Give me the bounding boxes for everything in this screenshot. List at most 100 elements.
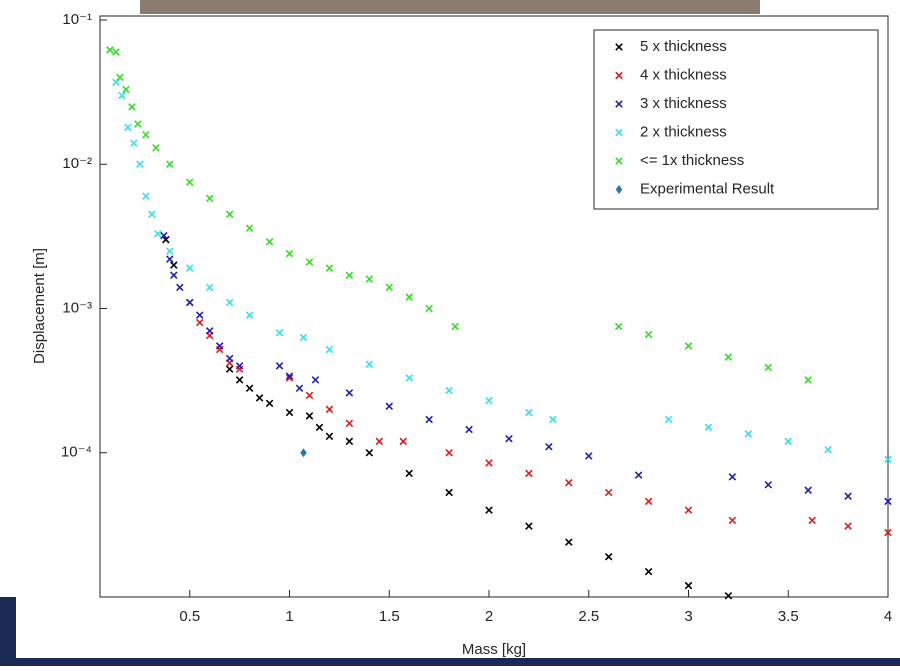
point — [545, 443, 553, 451]
point — [644, 567, 653, 576]
legend-label: 5 x thickness — [640, 38, 727, 55]
point — [465, 425, 473, 434]
corner-block — [0, 597, 16, 659]
point — [744, 430, 753, 438]
legend-marker — [615, 128, 623, 137]
point — [166, 160, 174, 169]
point — [166, 247, 174, 255]
point — [345, 419, 354, 428]
point — [884, 528, 892, 537]
point — [684, 342, 693, 350]
legend-marker — [615, 157, 623, 165]
point — [505, 435, 513, 443]
point — [345, 437, 354, 446]
point — [345, 389, 354, 397]
point — [225, 365, 234, 373]
point — [451, 322, 459, 331]
point — [385, 402, 394, 411]
point — [305, 412, 314, 420]
x-tick-label: 4 — [884, 608, 892, 625]
point — [644, 497, 653, 506]
point — [604, 553, 613, 561]
point — [485, 459, 493, 467]
point — [160, 231, 168, 240]
point — [684, 506, 693, 514]
x-tick-label: 1 — [285, 608, 293, 625]
point — [365, 275, 374, 283]
point — [684, 581, 693, 590]
point — [235, 362, 244, 370]
point — [118, 91, 126, 100]
point — [385, 283, 394, 292]
x-tick-label: 2 — [485, 608, 493, 625]
point — [311, 376, 320, 384]
point — [225, 298, 234, 307]
footer-bar — [0, 658, 900, 666]
point — [300, 448, 307, 458]
point — [565, 538, 573, 546]
point — [128, 103, 136, 111]
x-tick-label: 2.5 — [578, 608, 599, 625]
point — [884, 497, 892, 506]
point — [170, 271, 178, 280]
point — [285, 374, 294, 382]
point — [305, 258, 314, 266]
point — [205, 194, 214, 203]
point — [485, 396, 493, 405]
x-tick-label: 3.5 — [778, 608, 799, 625]
point — [565, 478, 573, 487]
point — [764, 363, 773, 372]
point — [148, 210, 156, 219]
point — [724, 591, 733, 600]
point — [525, 522, 533, 530]
legend-label: 3 x thickness — [640, 95, 727, 112]
y-tick-label: 10⁻³ — [62, 299, 92, 316]
point — [445, 386, 453, 395]
point — [162, 235, 170, 244]
point — [170, 261, 178, 269]
point — [525, 408, 533, 417]
point — [134, 120, 142, 128]
point — [884, 455, 892, 464]
legend-label: 4 x thickness — [640, 66, 727, 83]
x-tick-label: 1.5 — [379, 608, 400, 625]
point — [299, 333, 308, 342]
point — [634, 471, 643, 479]
point — [195, 318, 204, 327]
point — [245, 311, 254, 319]
point — [345, 271, 354, 280]
point — [122, 85, 130, 94]
x-axis-label: Mass [kg] — [462, 641, 526, 658]
point — [325, 432, 334, 441]
point — [445, 448, 453, 457]
point — [136, 160, 144, 169]
point — [804, 486, 812, 494]
point — [255, 394, 264, 402]
point — [265, 399, 274, 408]
point — [604, 488, 613, 497]
point — [644, 330, 653, 339]
legend-label: 2 x thickness — [640, 123, 727, 140]
point — [704, 423, 713, 432]
y-tick-label: 10⁻² — [62, 155, 92, 172]
point — [176, 283, 184, 292]
point — [584, 452, 593, 460]
legend-marker — [615, 185, 623, 194]
point — [325, 264, 334, 273]
point — [375, 437, 384, 446]
point — [365, 360, 374, 369]
point — [844, 492, 852, 500]
point — [305, 391, 314, 400]
point — [365, 448, 374, 457]
point — [186, 178, 194, 187]
point — [399, 437, 407, 446]
point — [425, 415, 433, 424]
point — [405, 293, 413, 301]
point — [405, 469, 413, 478]
point — [525, 469, 533, 478]
point — [425, 304, 433, 313]
point — [245, 224, 254, 233]
point — [485, 506, 493, 514]
point — [764, 480, 773, 489]
point — [112, 48, 120, 56]
